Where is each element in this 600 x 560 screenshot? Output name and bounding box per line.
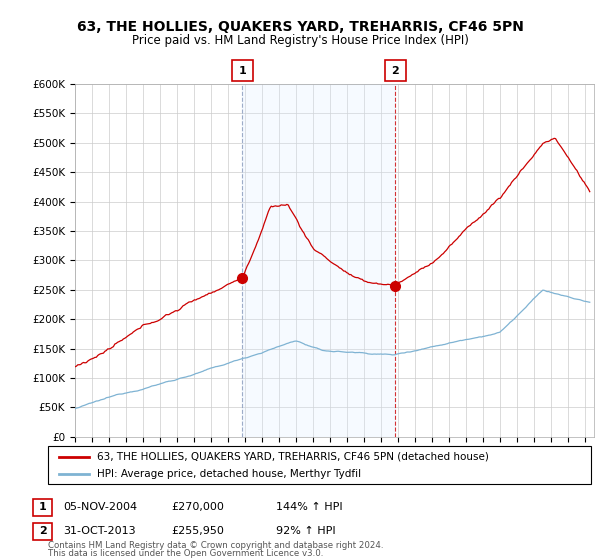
Text: 1: 1 [239, 66, 247, 76]
Text: Contains HM Land Registry data © Crown copyright and database right 2024.: Contains HM Land Registry data © Crown c… [48, 541, 383, 550]
Text: 31-OCT-2013: 31-OCT-2013 [63, 526, 136, 536]
Text: 2: 2 [39, 526, 46, 536]
Bar [242, 84, 395, 437]
Text: This data is licensed under the Open Government Licence v3.0.: This data is licensed under the Open Gov… [48, 549, 323, 558]
Text: 63, THE HOLLIES, QUAKERS YARD, TREHARRIS, CF46 5PN: 63, THE HOLLIES, QUAKERS YARD, TREHARRIS… [77, 20, 523, 34]
Text: Price paid vs. HM Land Registry's House Price Index (HPI): Price paid vs. HM Land Registry's House … [131, 34, 469, 46]
Text: 92% ↑ HPI: 92% ↑ HPI [276, 526, 335, 536]
Text: 1: 1 [39, 502, 46, 512]
Text: HPI: Average price, detached house, Merthyr Tydfil: HPI: Average price, detached house, Mert… [97, 469, 361, 479]
Text: 05-NOV-2004: 05-NOV-2004 [63, 502, 137, 512]
FancyBboxPatch shape [48, 446, 591, 484]
Text: 2: 2 [392, 66, 399, 76]
Text: 63, THE HOLLIES, QUAKERS YARD, TREHARRIS, CF46 5PN (detached house): 63, THE HOLLIES, QUAKERS YARD, TREHARRIS… [97, 451, 489, 461]
Text: 144% ↑ HPI: 144% ↑ HPI [276, 502, 343, 512]
Text: £270,000: £270,000 [171, 502, 224, 512]
Text: £255,950: £255,950 [171, 526, 224, 536]
